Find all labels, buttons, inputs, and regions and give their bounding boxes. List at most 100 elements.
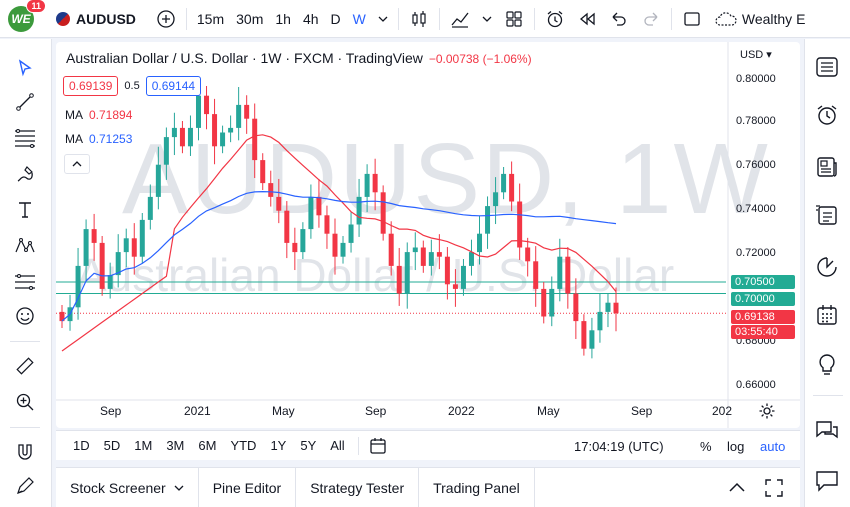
compare-add-button[interactable]	[150, 0, 182, 38]
candle-body	[155, 164, 161, 197]
layouts-button[interactable]	[498, 0, 530, 38]
tab-pine-editor[interactable]: Pine Editor	[199, 467, 297, 507]
quote-row: 0.69139 0.5 0.69144	[63, 76, 202, 96]
tab-strategy-tester[interactable]: Strategy Tester	[296, 467, 420, 507]
replay-button[interactable]	[571, 0, 603, 38]
undo-button[interactable]	[603, 0, 635, 38]
percent-toggle[interactable]: %	[700, 439, 712, 454]
range-3m[interactable]: 3M	[166, 438, 185, 453]
range-all[interactable]: All	[330, 438, 345, 453]
candle-body	[236, 104, 242, 128]
legend-title: Australian Dollar / U.S. Dollar · 1W · F…	[66, 50, 423, 66]
price-chart[interactable]	[56, 42, 800, 428]
time-tick: May	[537, 404, 560, 418]
time-tick: May	[272, 404, 295, 418]
list-calendar-icon	[816, 205, 837, 225]
candle-body	[204, 95, 210, 115]
layout-name-button[interactable]: Wealthy E	[708, 0, 805, 38]
interval-4h[interactable]: 4h	[302, 10, 319, 27]
range-6m[interactable]: 6M	[198, 438, 217, 453]
interval-d[interactable]: D	[330, 10, 341, 27]
candle-body	[372, 173, 378, 193]
ma-fast-legend[interactable]: MA 0.71894	[65, 108, 132, 122]
fullscreen-button[interactable]	[676, 0, 708, 38]
watchlist-icon	[816, 57, 838, 77]
interval-30m[interactable]: 30m	[236, 10, 264, 27]
trend-line-tool[interactable]	[12, 89, 38, 115]
alert-button[interactable]	[539, 0, 571, 38]
calendar-button[interactable]	[813, 201, 841, 229]
range-1m[interactable]: 1M	[134, 438, 153, 453]
rewind-icon	[579, 12, 595, 25]
candle-body	[517, 201, 523, 248]
data-window-button[interactable]	[813, 253, 841, 281]
top-toolbar: WE 11 AUDUSD 15m 30m 1h 4h D W	[0, 0, 850, 38]
redo-button[interactable]	[635, 0, 667, 38]
economic-calendar-button[interactable]	[813, 301, 841, 329]
tab-trading-panel[interactable]: Trading Panel	[419, 467, 535, 507]
candles-icon	[412, 10, 426, 27]
range-5y[interactable]: 5Y	[300, 438, 317, 453]
chart-pane[interactable]: AUDUSD, 1W Australian Dollar / U.S. Doll…	[56, 42, 800, 428]
candle-body	[292, 242, 298, 253]
lock-drawing-tool[interactable]	[12, 473, 38, 499]
ruler-tool[interactable]	[12, 353, 38, 379]
panel-expand-button[interactable]	[728, 480, 746, 499]
range-ytd[interactable]: YTD	[230, 438, 257, 453]
indicators-button[interactable]	[444, 0, 476, 38]
symbol-search[interactable]: AUDUSD	[76, 10, 136, 27]
range-5d[interactable]: 5D	[103, 438, 121, 453]
buy-price-button[interactable]: 0.69144	[145, 76, 202, 96]
text-tool[interactable]	[12, 197, 38, 223]
icons-tool[interactable]	[12, 303, 38, 329]
candle-body	[340, 242, 346, 257]
range-1d[interactable]: 1D	[73, 438, 90, 453]
maximize-icon	[765, 479, 783, 497]
interval-dropdown[interactable]	[372, 0, 394, 38]
pattern-tool[interactable]	[12, 233, 38, 259]
auto-toggle[interactable]: auto	[760, 439, 786, 454]
candle-body	[244, 104, 250, 119]
range-1y[interactable]: 1Y	[270, 438, 287, 453]
interval-1h[interactable]: 1h	[275, 10, 291, 27]
zoom-tool[interactable]	[12, 389, 38, 415]
spread-value: 0.5	[124, 80, 140, 92]
candle-body	[228, 127, 234, 133]
candle-body	[83, 229, 89, 266]
candle-body	[613, 302, 619, 314]
candle-body	[163, 137, 169, 165]
chats-button[interactable]	[813, 417, 841, 445]
utc-clock[interactable]: 17:04:19 (UTC)	[574, 439, 664, 454]
indicators-dropdown[interactable]	[476, 0, 498, 38]
candle-body	[131, 238, 137, 257]
ideas-button[interactable]	[813, 351, 841, 379]
user-avatar[interactable]: WE 11	[8, 0, 46, 32]
watchlist-button[interactable]	[813, 53, 841, 81]
price-tick: 0.74000	[736, 203, 776, 215]
interval-15m[interactable]: 15m	[196, 10, 225, 27]
tab-stock-screener[interactable]: Stock Screener	[56, 467, 199, 507]
currency-selector[interactable]: USD ▾	[740, 49, 772, 61]
magnet-tool[interactable]	[12, 439, 38, 465]
candle-body	[557, 256, 563, 289]
panel-maximize-button[interactable]	[764, 478, 784, 503]
chart-type-button[interactable]	[403, 0, 435, 38]
brush-tool[interactable]	[12, 161, 38, 187]
legend-collapse-button[interactable]	[64, 154, 90, 174]
streams-button[interactable]	[813, 467, 841, 495]
fib-tool[interactable]	[12, 125, 38, 151]
goto-date-button[interactable]	[369, 437, 387, 455]
news-button[interactable]	[813, 153, 841, 181]
alerts-button[interactable]	[813, 101, 841, 129]
chart-settings-button[interactable]	[758, 402, 776, 425]
log-toggle[interactable]: log	[727, 439, 745, 454]
price-tick: 0.72000	[736, 247, 776, 259]
clock-arc-icon	[817, 257, 837, 277]
sell-price-button[interactable]: 0.69139	[63, 76, 119, 96]
calendar-icon	[817, 305, 837, 325]
measure-tool[interactable]	[12, 269, 38, 295]
price-tick: 0.66000	[736, 379, 776, 391]
ma-slow-legend[interactable]: MA 0.71253	[65, 132, 132, 146]
interval-w[interactable]: W	[352, 10, 366, 27]
cursor-tool[interactable]	[12, 55, 38, 81]
